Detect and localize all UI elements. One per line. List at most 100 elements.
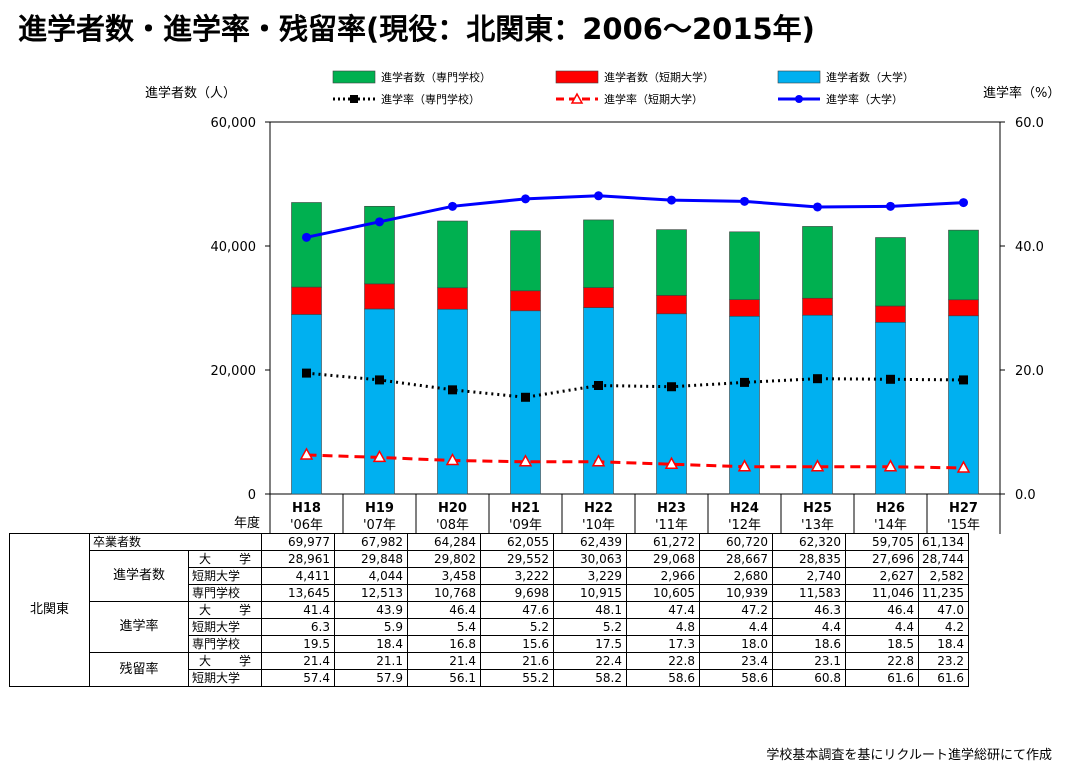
- series-line: [306, 453, 964, 470]
- table-row: 専門学校 13,645 12,513 10,768 9,698 10,915 10,605 1…: [10, 584, 969, 602]
- table-cell: 5.2: [553, 618, 627, 636]
- table-cell: 2,966: [626, 567, 700, 585]
- left-tick-label: 40,000: [211, 240, 257, 255]
- table-cell: 10,915: [553, 584, 627, 602]
- table-cell: 4,044: [334, 567, 408, 585]
- line-point: [448, 385, 457, 395]
- table-cell: 4.4: [772, 618, 846, 636]
- table-cell: 67,982: [334, 533, 408, 551]
- line-point: [813, 374, 822, 384]
- line-point: [518, 454, 533, 467]
- bar-segment: [291, 286, 322, 315]
- table-cell: 18.5: [845, 635, 919, 653]
- legend-marker: [795, 95, 803, 103]
- table-cell: 4.2: [918, 618, 969, 636]
- table-cell: 21.4: [261, 652, 335, 670]
- table-cell: 18.4: [918, 635, 969, 653]
- table-cell: 28,667: [699, 550, 773, 568]
- line-point: [667, 382, 676, 392]
- line-point: [886, 201, 895, 211]
- table-cell: 58.2: [553, 669, 627, 687]
- legend-label: 進学率（専門学校）: [381, 92, 480, 106]
- category-label: '08年: [436, 518, 469, 533]
- category-label: H20: [438, 501, 467, 516]
- bar-segment: [364, 283, 395, 310]
- line-point: [521, 194, 530, 204]
- row-label: 大学: [188, 652, 262, 670]
- table-cell: 61,272: [626, 533, 700, 551]
- table-cell: 10,768: [407, 584, 481, 602]
- table-cell: 3,229: [553, 567, 627, 585]
- table-cell: 13,645: [261, 584, 335, 602]
- table-cell: 43.9: [334, 601, 408, 619]
- category-label: H22: [584, 501, 613, 516]
- table-cell: 29,802: [407, 550, 481, 568]
- line-point: [448, 201, 457, 211]
- series-line: [306, 194, 964, 239]
- table-cell: 62,439: [553, 533, 627, 551]
- bar-segment: [729, 299, 760, 317]
- table-cell: 28,835: [772, 550, 846, 568]
- table-cell: 4,411: [261, 567, 335, 585]
- table-cell: 2,627: [845, 567, 919, 585]
- table-cell: 17.3: [626, 635, 700, 653]
- bar-segment: [948, 299, 979, 317]
- line-point: [883, 459, 898, 472]
- table-row: 北関東 卒業者数 69,977 67,982 64,284 62,055 62,439 61,…: [9, 533, 969, 687]
- table-cell: 48.1: [553, 601, 627, 619]
- table-cell: 19.5: [261, 635, 335, 653]
- table-cell: 64,284: [407, 533, 481, 551]
- table-cell: 46.4: [845, 601, 919, 619]
- line-point: [959, 375, 968, 385]
- table-cell: 56.1: [407, 669, 481, 687]
- row-label: 専門学校: [188, 635, 262, 653]
- table-cell: 23.4: [699, 652, 773, 670]
- legend-swatch: [555, 70, 599, 84]
- category-label: H24: [730, 501, 759, 516]
- category-label: '07年: [363, 518, 396, 533]
- table-cell: 21.4: [407, 652, 481, 670]
- table-cell: 12,513: [334, 584, 408, 602]
- category-label: H23: [657, 501, 686, 516]
- category-label: '10年: [582, 518, 615, 533]
- bar-segment: [656, 229, 687, 296]
- table-cell: 62,055: [480, 533, 554, 551]
- table-cell: 29,552: [480, 550, 554, 568]
- table-cell: 11,583: [772, 584, 846, 602]
- x-axis-label: 年度: [234, 515, 260, 531]
- table-cell: 5.2: [480, 618, 554, 636]
- legend-label: 進学率（大学）: [826, 92, 903, 106]
- table-cell: 47.0: [918, 601, 969, 619]
- legend-label: 進学率（短期大学）: [604, 92, 703, 106]
- row-label: 短期大学: [188, 567, 262, 585]
- group-label: 進学者数: [89, 550, 189, 602]
- line-point: [667, 195, 676, 205]
- line-point: [886, 374, 895, 384]
- table-cell: 62,320: [772, 533, 846, 551]
- table-cell: 57.9: [334, 669, 408, 687]
- line-point: [959, 198, 968, 208]
- row-label: 大学: [188, 550, 262, 568]
- bar-segment: [583, 287, 614, 308]
- table-cell: 10,939: [699, 584, 773, 602]
- bar-segment: [510, 310, 541, 495]
- row-label: 専門学校: [188, 584, 262, 602]
- right-tick-label: 0.0: [1015, 488, 1036, 503]
- group-label: 残留率: [89, 652, 189, 687]
- table-cell: 23.1: [772, 652, 846, 670]
- line-point: [375, 375, 384, 385]
- line-point: [810, 459, 825, 472]
- table-cell: 21.1: [334, 652, 408, 670]
- table-cell: 4.4: [845, 618, 919, 636]
- bar-segment: [291, 202, 322, 288]
- line-point: [737, 459, 752, 472]
- category-label: '14年: [874, 518, 907, 533]
- right-tick-label: 40.0: [1015, 240, 1044, 255]
- page-title: 進学者数・進学率・残留率(現役：北関東：2006～2015年): [18, 12, 815, 46]
- line-point: [813, 202, 822, 212]
- table-cell: 16.8: [407, 635, 481, 653]
- table-cell: 17.5: [553, 635, 627, 653]
- bar-segment: [729, 231, 760, 300]
- table-cell: 30,063: [553, 550, 627, 568]
- table-cell: 57.4: [261, 669, 335, 687]
